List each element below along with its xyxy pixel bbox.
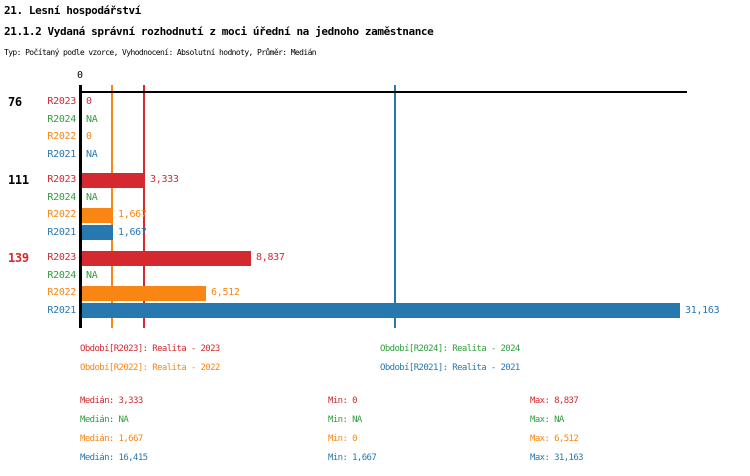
stat-max-r2023: Max: 8,837	[530, 396, 579, 406]
bar-value-label: 1,667	[118, 209, 147, 220]
bar-r2022	[81, 207, 113, 223]
series-row-label: R2022	[47, 209, 76, 220]
series-row-label: R2021	[47, 148, 76, 160]
bar-value-label: 6,512	[211, 287, 240, 298]
stat-min-r2021: Min: 1,667	[328, 453, 377, 463]
group-label: 139	[8, 251, 29, 265]
chart-meta-line: Typ: Počítaný podle vzorce, Vyhodnocení:…	[4, 48, 317, 57]
bar-value-label: NA	[86, 113, 98, 125]
bar-value-label: 3,333	[150, 174, 179, 185]
stat-min-r2024: Min: NA	[328, 415, 362, 425]
series-row-label: R2024	[47, 113, 76, 125]
series-row-label: R2021	[47, 226, 76, 238]
x-axis-tick-zero-label: 0	[76, 70, 84, 81]
bar-r2022	[81, 285, 206, 301]
series-row-label: R2022	[47, 131, 76, 142]
bar-value-label: 31,163	[685, 304, 720, 316]
stat-min-r2022: Min: 0	[328, 434, 358, 444]
bar-r2021	[81, 303, 680, 318]
series-row-label: R2022	[47, 287, 76, 298]
stat-median-r2022: Medián: 1,667	[80, 434, 143, 444]
bar-r2023	[81, 172, 145, 188]
stat-max-r2024: Max: NA	[530, 415, 564, 425]
stat-median-r2024: Medián: NA	[80, 415, 129, 425]
median-line-r2021	[394, 85, 397, 328]
stat-median-r2023: Medián: 3,333	[80, 396, 143, 406]
series-row-label: R2023	[47, 174, 76, 185]
x-axis-line	[80, 91, 687, 93]
median-line-r2022	[111, 85, 114, 328]
median-line-r2023	[143, 85, 146, 328]
bar-value-label: 0	[86, 131, 92, 142]
bar-value-label: NA	[86, 191, 98, 203]
bar-value-label: 0	[86, 96, 92, 107]
bar-r2021	[81, 225, 113, 240]
bar-r2023	[81, 250, 251, 266]
group-label: 76	[8, 95, 22, 109]
stat-min-r2023: Min: 0	[328, 396, 358, 406]
stat-max-r2022: Max: 6,512	[530, 434, 579, 444]
page-title: 21. Lesní hospodářství	[4, 4, 141, 17]
chart-subtitle: 21.1.2 Vydaná správní rozhodnutí z moci …	[4, 25, 434, 38]
bar-value-label: 1,667	[118, 226, 147, 238]
bar-value-label: NA	[86, 148, 98, 160]
series-row-label: R2023	[47, 96, 76, 107]
series-row-label: R2024	[47, 191, 76, 203]
series-row-label: R2021	[47, 304, 76, 316]
legend-item-r2022: Období[R2022]: Realita - 2022	[80, 362, 220, 373]
y-axis-line	[79, 85, 82, 328]
series-row-label: R2024	[47, 269, 76, 281]
group-label: 111	[8, 173, 29, 187]
bar-value-label: 8,837	[256, 252, 285, 263]
bar-value-label: NA	[86, 269, 98, 281]
stat-median-r2021: Medián: 16,415	[80, 453, 148, 463]
series-row-label: R2023	[47, 252, 76, 263]
legend-item-r2021: Období[R2021]: Realita - 2021	[380, 362, 520, 373]
legend-item-r2023: Období[R2023]: Realita - 2023	[80, 344, 220, 354]
stat-max-r2021: Max: 31,163	[530, 453, 584, 463]
legend-item-r2024: Období[R2024]: Realita - 2024	[380, 344, 520, 354]
